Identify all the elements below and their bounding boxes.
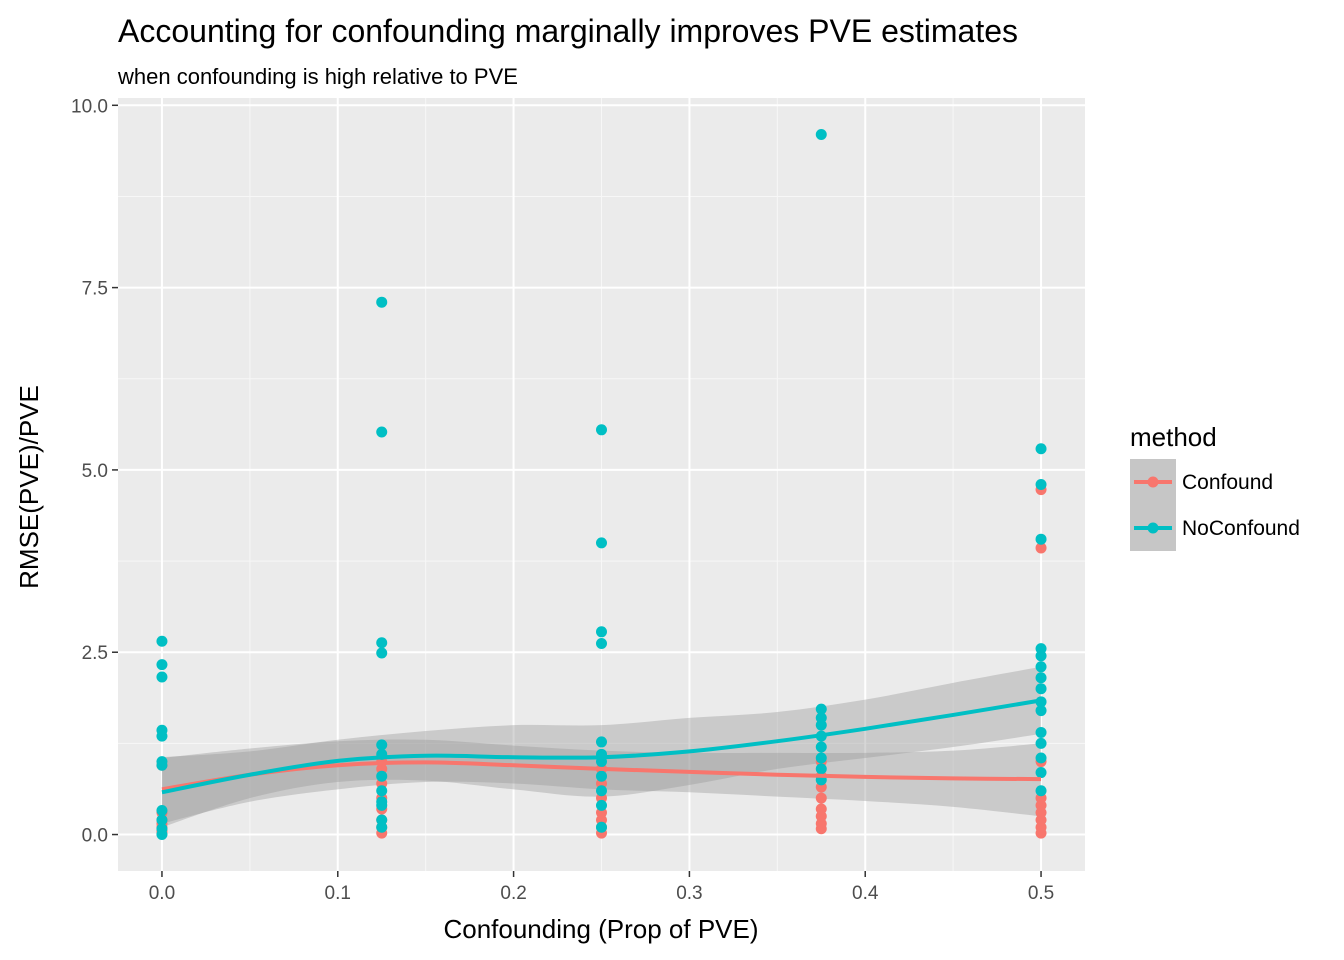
point-noconfound: [1035, 643, 1047, 655]
point-noconfound: [596, 770, 607, 782]
y-tick-label: 7.5: [82, 279, 108, 300]
point-noconfound: [596, 821, 607, 833]
y-tick-label: 10.0: [71, 96, 108, 117]
point-noconfound: [1035, 533, 1047, 545]
point-noconfound: [376, 770, 388, 782]
point-noconfound: [596, 637, 607, 649]
point-noconfound: [156, 814, 168, 826]
x-tick-label: 0.5: [1028, 883, 1054, 904]
point-noconfound: [156, 724, 168, 736]
point-confound: [1035, 542, 1047, 554]
chart-title: Accounting for confounding marginally im…: [118, 13, 1018, 49]
legend-key-point-noconfound: [1147, 522, 1159, 534]
legend-title: method: [1130, 422, 1217, 452]
x-tick-label: 0.0: [149, 883, 175, 904]
point-noconfound: [815, 703, 827, 715]
point-noconfound: [1035, 705, 1047, 717]
point-noconfound: [1035, 785, 1047, 797]
point-noconfound: [156, 635, 168, 647]
x-tick-label: 0.3: [676, 883, 702, 904]
point-noconfound: [376, 785, 388, 797]
legend: method Confound NoConfound: [1130, 422, 1300, 551]
point-noconfound: [596, 785, 607, 797]
point-noconfound: [376, 739, 388, 751]
x-tick-label: 0.2: [500, 883, 526, 904]
point-noconfound: [1035, 661, 1047, 673]
point-noconfound: [1035, 737, 1047, 749]
point-noconfound: [156, 804, 168, 816]
legend-label-noconfound: NoConfound: [1182, 517, 1300, 540]
point-noconfound: [156, 671, 168, 683]
point-noconfound: [1035, 752, 1047, 764]
point-noconfound: [815, 128, 827, 140]
point-noconfound: [376, 814, 388, 826]
point-noconfound: [1035, 479, 1047, 490]
point-noconfound: [596, 799, 607, 811]
point-noconfound: [376, 637, 388, 649]
point-noconfound: [1035, 767, 1047, 779]
point-noconfound: [156, 756, 168, 768]
point-noconfound: [1035, 443, 1047, 455]
point-noconfound: [1035, 672, 1047, 684]
axes: 0.0 0.1 0.2 0.3 0.4 0.5 0.0 2.5 5.0 7.5 10.0: [71, 96, 1054, 904]
y-tick-label: 2.5: [82, 643, 108, 664]
smooth-line-confound: [161, 760, 1042, 792]
chart-subtitle: when confounding is high relative to PVE: [117, 64, 518, 89]
point-noconfound: [815, 752, 827, 764]
point-noconfound: [156, 659, 168, 671]
point-noconfound: [376, 796, 388, 808]
point-noconfound: [1035, 726, 1047, 738]
legend-key-point-confound: [1147, 476, 1159, 488]
point-noconfound: [596, 626, 607, 638]
y-tick-label: 5.0: [82, 461, 108, 482]
point-noconfound: [596, 537, 607, 549]
point-noconfound: [376, 647, 388, 659]
point-noconfound: [596, 424, 607, 436]
y-axis-title: RMSE(PVE)/PVE: [14, 385, 44, 589]
smooth-lines: [161, 698, 1042, 795]
legend-label-confound: Confound: [1182, 471, 1273, 494]
point-noconfound: [815, 763, 827, 775]
point-confound: [815, 792, 827, 804]
point-confound: [815, 803, 827, 815]
point-noconfound: [815, 741, 827, 753]
point-noconfound: [596, 736, 607, 748]
point-noconfound: [376, 426, 388, 438]
point-noconfound: [376, 296, 388, 308]
x-axis-title: Confounding (Prop of PVE): [443, 914, 758, 944]
x-tick-label: 0.4: [852, 883, 879, 904]
point-noconfound: [156, 823, 168, 835]
point-noconfound: [815, 712, 827, 724]
x-tick-label: 0.1: [325, 883, 351, 904]
point-noconfound: [1035, 683, 1047, 695]
smooth-line-noconfound: [161, 698, 1042, 795]
y-tick-label: 0.0: [82, 826, 108, 847]
